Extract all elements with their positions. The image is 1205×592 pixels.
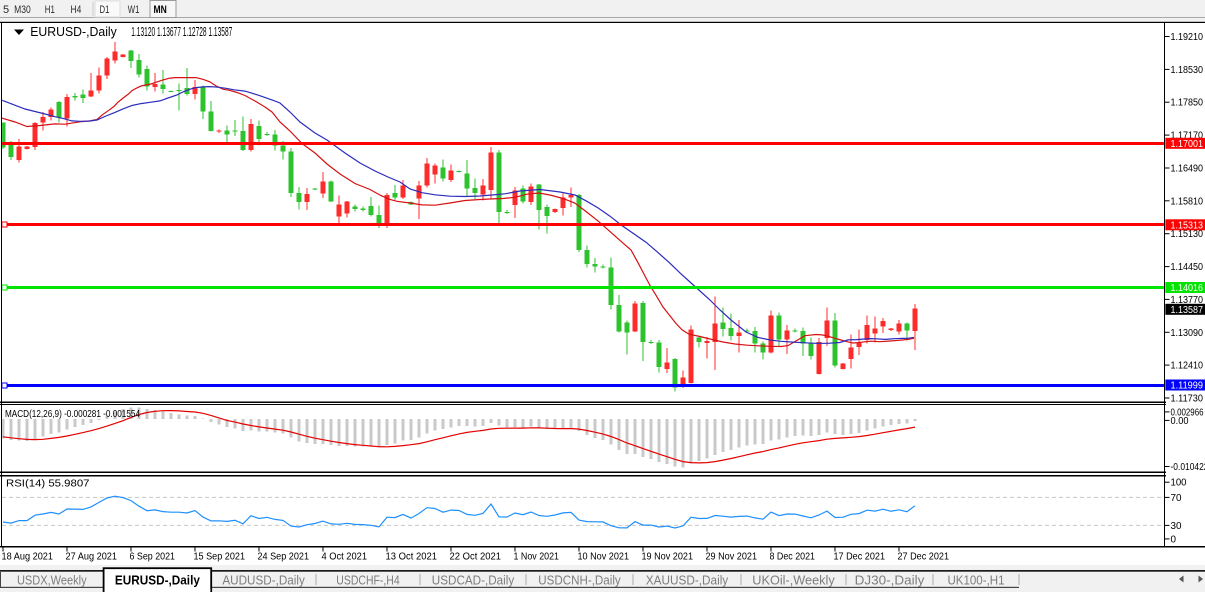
svg-text:M30: M30 <box>14 4 31 16</box>
svg-text:24 Sep 2021: 24 Sep 2021 <box>258 552 310 563</box>
svg-text:1.17850: 1.17850 <box>1171 98 1204 109</box>
svg-text:6 Sep 2021: 6 Sep 2021 <box>130 552 176 563</box>
svg-text:UKOil-,Weekly: UKOil-,Weekly <box>752 574 835 588</box>
svg-text:H4: H4 <box>71 4 82 16</box>
svg-text:H1: H1 <box>45 4 55 16</box>
svg-text:27 Aug 2021: 27 Aug 2021 <box>66 552 118 563</box>
svg-text:USDCAD-,Daily: USDCAD-,Daily <box>432 574 515 588</box>
svg-text:1.16490: 1.16490 <box>1171 164 1204 175</box>
svg-text:1.11730: 1.11730 <box>1171 394 1204 405</box>
svg-text:1.17170: 1.17170 <box>1171 131 1204 142</box>
svg-text:1.12410: 1.12410 <box>1171 361 1204 372</box>
svg-text:MN: MN <box>154 4 167 16</box>
svg-text:AUDUSD-,Daily: AUDUSD-,Daily <box>222 574 305 588</box>
svg-text:1.14450: 1.14450 <box>1171 262 1204 273</box>
svg-text:70: 70 <box>1171 493 1182 504</box>
svg-text:1.11999: 1.11999 <box>1171 381 1204 392</box>
svg-text:RSI(14) 55.9807: RSI(14) 55.9807 <box>6 477 90 489</box>
svg-text:5: 5 <box>3 4 9 16</box>
svg-text:0: 0 <box>1171 534 1177 545</box>
svg-text:EURUSD-,Daily: EURUSD-,Daily <box>30 25 117 39</box>
svg-text:10 Nov 2021: 10 Nov 2021 <box>578 552 630 563</box>
svg-text:1.13770: 1.13770 <box>1171 295 1204 306</box>
svg-text:17 Dec 2021: 17 Dec 2021 <box>834 552 886 563</box>
svg-text:27 Dec 2021: 27 Dec 2021 <box>898 552 950 563</box>
svg-text:1.15130: 1.15130 <box>1171 229 1204 240</box>
svg-text:1 Nov 2021: 1 Nov 2021 <box>514 552 560 563</box>
svg-text:8 Dec 2021: 8 Dec 2021 <box>770 552 816 563</box>
svg-text:18 Aug 2021: 18 Aug 2021 <box>2 552 54 563</box>
svg-text:1.17001: 1.17001 <box>1171 139 1204 150</box>
svg-text:30: 30 <box>1171 521 1182 532</box>
svg-text:0.00: 0.00 <box>1171 416 1189 427</box>
svg-text:1.15810: 1.15810 <box>1171 196 1204 207</box>
svg-text:W1: W1 <box>128 4 140 16</box>
svg-text:1.18530: 1.18530 <box>1171 65 1204 76</box>
svg-text:1.14016: 1.14016 <box>1171 283 1204 294</box>
svg-text:19 Nov 2021: 19 Nov 2021 <box>642 552 694 563</box>
svg-text:1.19210: 1.19210 <box>1171 32 1204 43</box>
svg-text:13 Oct 2021: 13 Oct 2021 <box>386 552 438 563</box>
svg-text:XAUUSD-,Daily: XAUUSD-,Daily <box>646 574 729 588</box>
svg-text:UK100-,H1: UK100-,H1 <box>947 574 1004 588</box>
svg-text:EURUSD-,Daily: EURUSD-,Daily <box>115 573 201 588</box>
svg-text:-0.010422: -0.010422 <box>1171 462 1205 473</box>
svg-text:DJ30-,Daily: DJ30-,Daily <box>855 574 925 588</box>
svg-text:1.13090: 1.13090 <box>1171 328 1204 339</box>
svg-text:29 Nov 2021: 29 Nov 2021 <box>706 552 758 563</box>
svg-text:4 Oct 2021: 4 Oct 2021 <box>322 552 368 563</box>
svg-text:100: 100 <box>1171 478 1187 489</box>
svg-text:1.15313: 1.15313 <box>1171 220 1204 231</box>
svg-text:15 Sep 2021: 15 Sep 2021 <box>194 552 246 563</box>
svg-text:USDX,Weekly: USDX,Weekly <box>17 574 87 588</box>
svg-text:1.13120 1.13677 1.12728 1.1358: 1.13120 1.13677 1.12728 1.13587 <box>131 25 232 39</box>
svg-text:USDCHF-,H4: USDCHF-,H4 <box>336 574 399 588</box>
svg-text:MACD(12,26,9) -0.000281 -0.001: MACD(12,26,9) -0.000281 -0.001554 <box>5 408 140 420</box>
svg-text:0.002966: 0.002966 <box>1171 407 1204 418</box>
svg-text:1.13587: 1.13587 <box>1171 305 1204 316</box>
svg-text:22 Oct 2021: 22 Oct 2021 <box>450 552 502 563</box>
svg-text:D1: D1 <box>100 4 110 16</box>
svg-text:USDCNH-,Daily: USDCNH-,Daily <box>538 574 621 588</box>
